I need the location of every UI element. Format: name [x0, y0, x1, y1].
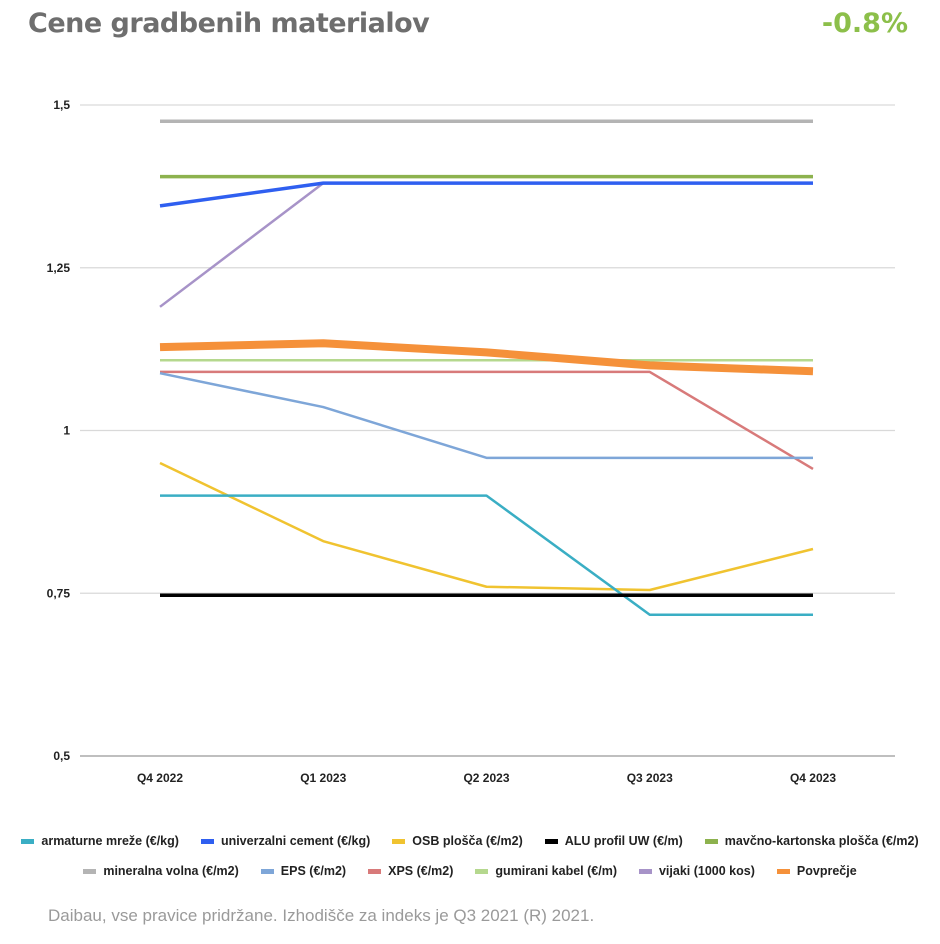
- legend-item: ALU profil UW (€/m): [544, 834, 683, 848]
- y-tick-label: 0,75: [47, 586, 71, 600]
- series-line-0: [160, 494, 813, 616]
- legend-label: OSB plošča (€/m2): [412, 834, 523, 848]
- legend-label: mineralna volna (€/m2): [103, 864, 239, 878]
- series-line-2: [159, 461, 814, 592]
- legend-row: mineralna volna (€/m2) EPS (€/m2) XPS (€/m…: [0, 856, 940, 886]
- legend-item: EPS (€/m2): [260, 864, 347, 878]
- page-title: Cene gradbenih materialov: [28, 8, 430, 39]
- legend-label: armaturne mreže (€/kg): [41, 834, 179, 848]
- x-tick-label: Q4 2023: [790, 771, 836, 785]
- chart-legend: armaturne mreže (€/kg) univerzalni cement…: [0, 826, 940, 886]
- legend-swatch: [260, 868, 274, 874]
- legend-swatch: [544, 838, 558, 844]
- legend-item: mineralna volna (€/m2): [83, 864, 239, 878]
- legend-swatch: [704, 838, 718, 844]
- legend-swatch: [83, 868, 97, 874]
- series-line-6: [159, 371, 813, 460]
- legend-swatch: [638, 868, 652, 874]
- legend-swatch: [776, 868, 790, 874]
- legend-label: XPS (€/m2): [388, 864, 454, 878]
- legend-label: univerzalni cement (€/kg): [220, 834, 371, 848]
- x-tick-label: Q2 2023: [463, 771, 509, 785]
- series-line-10: [159, 339, 814, 376]
- legend-swatch: [392, 838, 406, 844]
- y-tick-label: 1,25: [47, 261, 71, 275]
- y-tick-label: 1: [63, 424, 70, 438]
- x-tick-label: Q4 2022: [137, 771, 183, 785]
- series-line-7: [160, 370, 814, 470]
- y-tick-label: 1,5: [53, 98, 70, 112]
- x-tick-label: Q3 2023: [627, 771, 673, 785]
- x-tick-label: Q1 2023: [300, 771, 346, 785]
- footer-note: Daibau, vse pravice pridržane. Izhodišče…: [48, 906, 595, 925]
- legend-swatch: [368, 868, 382, 874]
- legend-item: XPS (€/m2): [368, 864, 453, 878]
- legend-item: armaturne mreže (€/kg): [21, 834, 179, 848]
- legend-swatch: [475, 868, 489, 874]
- series-line-9: [159, 181, 813, 308]
- y-tick-label: 0,5: [53, 749, 70, 763]
- legend-item: univerzalni cement (€/kg): [200, 834, 371, 848]
- legend-label: gumirani kabel (€/m): [495, 864, 617, 878]
- legend-item: vijaki (1000 kos): [638, 864, 755, 878]
- line-chart: 0,5 0,75 1 1,25 1,5 Q4 2022 Q1 2023 Q2 2023 Q3 2…: [47, 98, 895, 785]
- legend-swatch: [21, 838, 35, 844]
- legend-label: EPS (€/m2): [280, 864, 347, 878]
- legend-label: Povprečje: [796, 864, 857, 878]
- legend-label: vijaki (1000 kos): [658, 864, 755, 878]
- legend-item: gumirani kabel (€/m): [475, 864, 617, 878]
- change-percent: -0.8%: [821, 8, 908, 39]
- legend-item: OSB plošča (€/m2): [392, 834, 523, 848]
- legend-label: ALU profil UW (€/m): [564, 834, 683, 848]
- legend-item: Povprečje: [776, 864, 857, 878]
- legend-item: mavčno-kartonska plošča (€/m2): [704, 834, 919, 848]
- legend-swatch: [200, 838, 214, 844]
- legend-label: mavčno-kartonska plošča (€/m2): [724, 834, 919, 848]
- legend-row: armaturne mreže (€/kg) univerzalni cement…: [0, 826, 940, 856]
- series-line-1: [159, 181, 813, 208]
